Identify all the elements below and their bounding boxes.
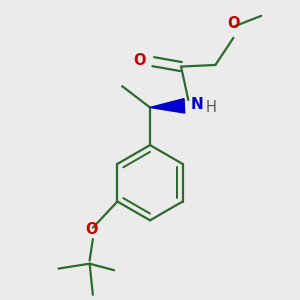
Polygon shape xyxy=(150,99,185,113)
Text: H: H xyxy=(206,100,217,115)
Text: N: N xyxy=(190,98,203,112)
Text: O: O xyxy=(85,222,98,237)
Text: O: O xyxy=(227,16,240,31)
Text: O: O xyxy=(134,53,146,68)
